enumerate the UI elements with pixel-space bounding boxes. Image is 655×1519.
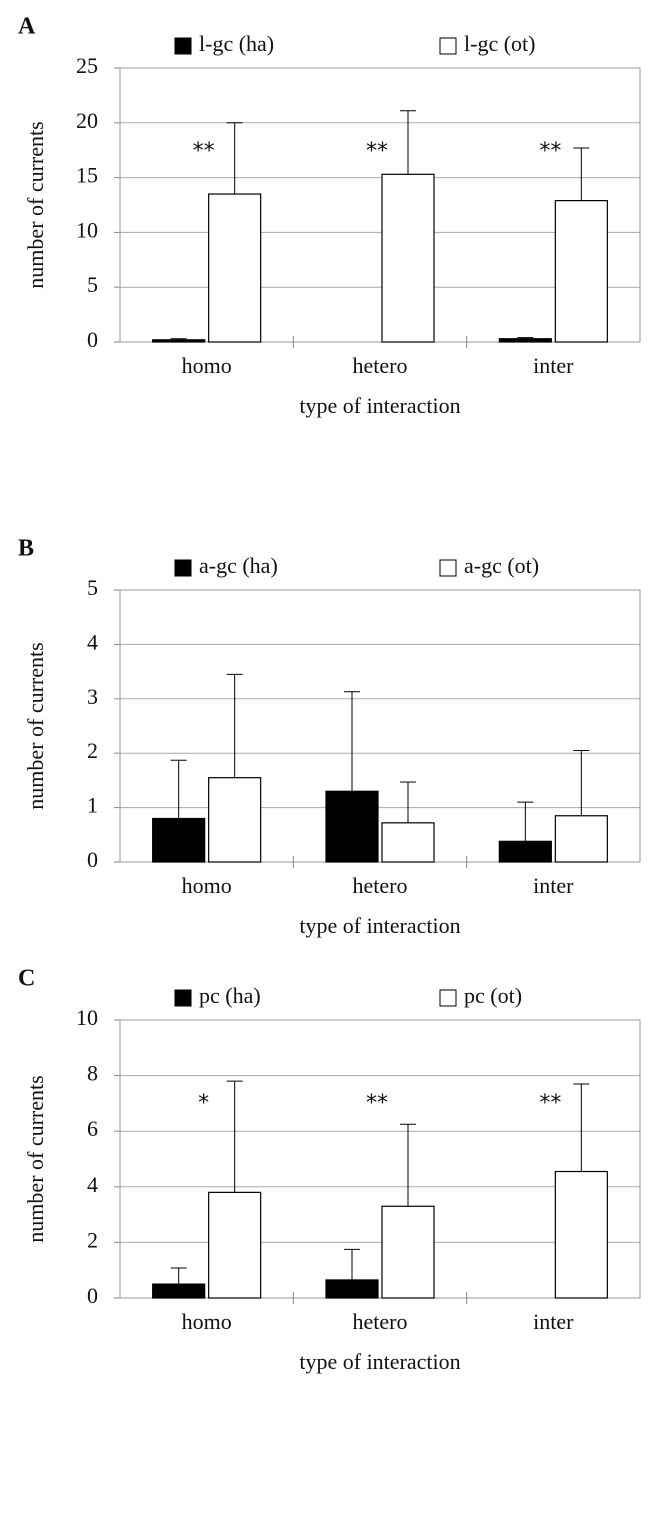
x-tick-label: homo (182, 353, 232, 378)
legend-label: l-gc (ot) (464, 31, 535, 56)
bar (381, 173, 435, 343)
y-tick-label: 2 (87, 738, 98, 763)
y-tick-label: 5 (87, 575, 98, 600)
legend-label: l-gc (ha) (199, 31, 274, 56)
legend-label: pc (ha) (199, 983, 261, 1008)
y-tick-label: 2 (87, 1227, 98, 1252)
bar (152, 339, 206, 343)
y-axis-label: number of currents (23, 121, 48, 288)
bar (325, 790, 379, 863)
x-tick-label: inter (533, 873, 574, 898)
x-tick-label: inter (533, 353, 574, 378)
bar (152, 1283, 206, 1299)
legend-swatch (174, 37, 192, 55)
panel-letter: C (18, 966, 35, 992)
y-tick-label: 6 (87, 1116, 98, 1141)
bar (152, 817, 206, 863)
x-tick-label: homo (182, 1309, 232, 1334)
y-tick-label: 10 (76, 1005, 98, 1030)
plot-border (119, 589, 641, 863)
plot-border (119, 67, 641, 343)
significance-mark: ** (539, 1091, 561, 1116)
y-tick-label: 20 (76, 108, 98, 133)
y-tick-label: 0 (87, 847, 98, 872)
y-tick-label: 0 (87, 327, 98, 352)
bar (554, 200, 608, 343)
x-axis-label: type of interaction (299, 913, 460, 938)
legend-label: a-gc (ot) (464, 553, 539, 578)
y-tick-label: 8 (87, 1061, 98, 1086)
bar (498, 840, 552, 863)
y-tick-label: 25 (76, 53, 98, 78)
y-tick-label: 3 (87, 684, 98, 709)
legend-label: pc (ot) (464, 983, 522, 1008)
significance-mark: ** (539, 139, 561, 164)
plot-border (119, 1019, 641, 1299)
y-axis-label: number of currents (23, 642, 48, 809)
legend-swatch (439, 37, 457, 55)
y-axis-label: number of currents (23, 1075, 48, 1242)
bar (208, 193, 262, 343)
bar (381, 1205, 435, 1299)
x-axis-label: type of interaction (299, 393, 460, 418)
panel-letter: B (18, 536, 34, 562)
legend-label: a-gc (ha) (199, 553, 278, 578)
legend-swatch (174, 989, 192, 1007)
legend-swatch (439, 989, 457, 1007)
x-tick-label: inter (533, 1309, 574, 1334)
y-tick-label: 15 (76, 163, 98, 188)
x-tick-label: hetero (353, 353, 408, 378)
significance-mark: ** (193, 139, 215, 164)
legend-swatch (439, 559, 457, 577)
x-tick-label: hetero (353, 1309, 408, 1334)
bar (498, 338, 552, 343)
bar (208, 1191, 262, 1299)
bar (381, 822, 435, 863)
legend-swatch (174, 559, 192, 577)
y-tick-label: 5 (87, 272, 98, 297)
x-tick-label: hetero (353, 873, 408, 898)
y-tick-label: 4 (87, 1172, 98, 1197)
y-tick-label: 10 (76, 217, 98, 242)
significance-mark: ** (366, 1091, 388, 1116)
bar (554, 1170, 608, 1299)
panel-letter: A (18, 14, 36, 40)
bar (208, 777, 262, 863)
bar (554, 815, 608, 863)
y-tick-label: 1 (87, 793, 98, 818)
y-tick-label: 4 (87, 629, 98, 654)
bar (325, 1279, 379, 1299)
y-tick-label: 0 (87, 1283, 98, 1308)
x-tick-label: homo (182, 873, 232, 898)
significance-mark: * (198, 1091, 209, 1116)
x-axis-label: type of interaction (299, 1349, 460, 1374)
significance-mark: ** (366, 139, 388, 164)
